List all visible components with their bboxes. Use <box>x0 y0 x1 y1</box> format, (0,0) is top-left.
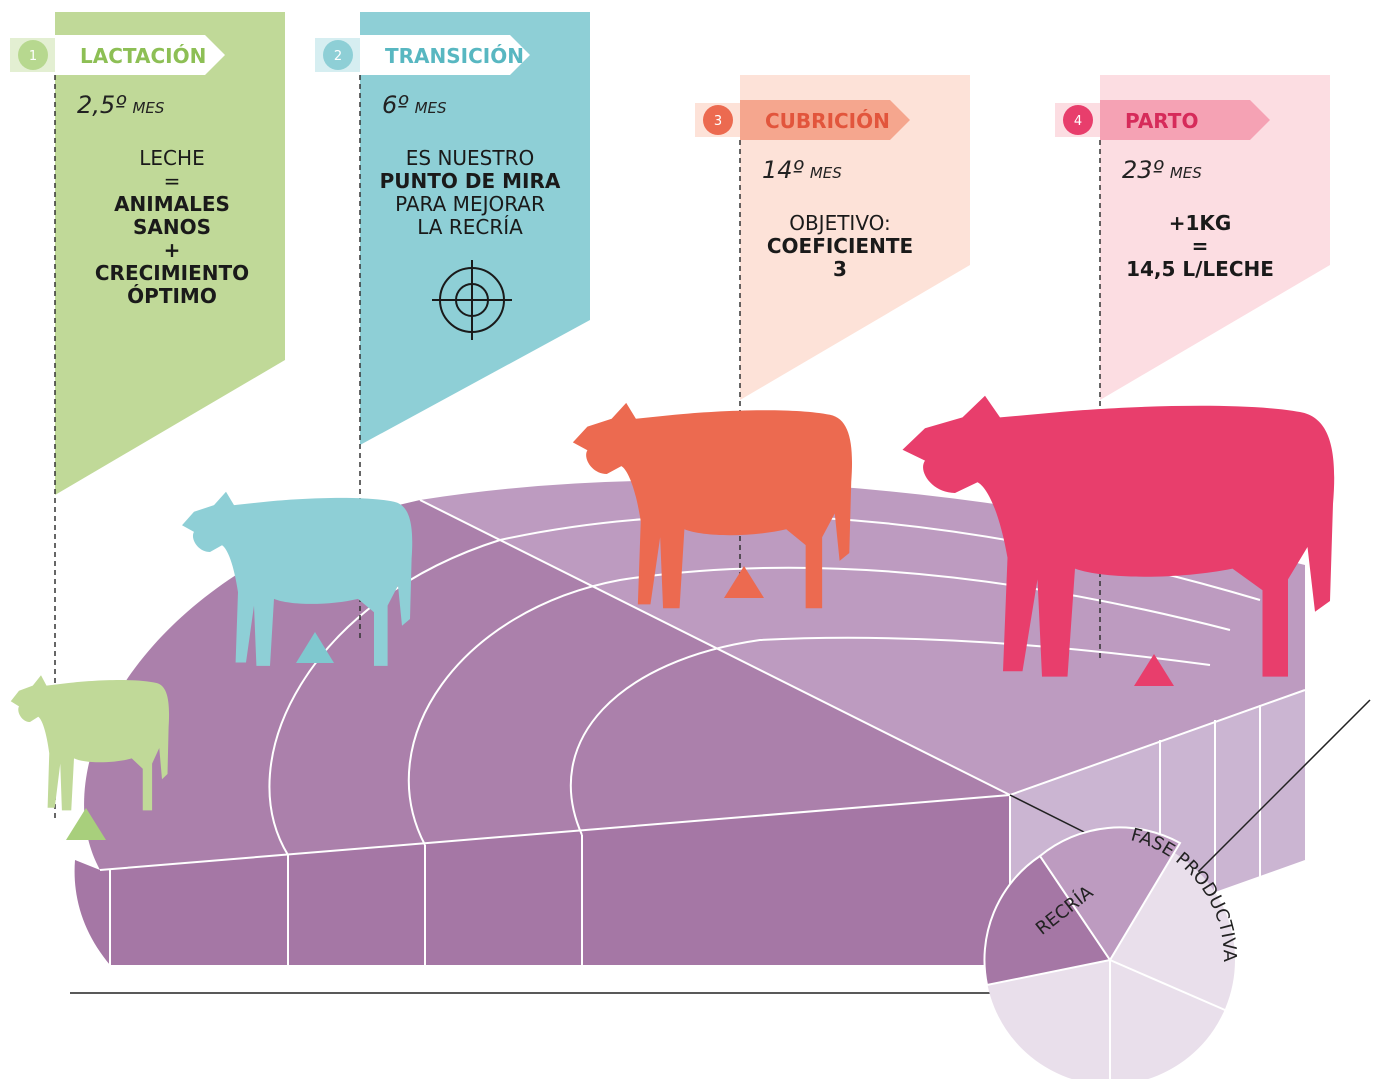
stage-title: LACTACIÓN <box>80 44 206 68</box>
stage-body-line: LECHE <box>139 146 204 170</box>
stage-body-line: ES NUESTRO <box>406 146 534 170</box>
stage-number: 1 <box>29 49 37 64</box>
stage-number: 2 <box>334 49 342 64</box>
stage-number: 3 <box>714 114 722 129</box>
stage-body-line: + <box>164 238 181 262</box>
stage-month-value: 2,5º <box>77 91 127 119</box>
stage-body-line: 3 <box>833 257 847 281</box>
stage-body-line: = <box>1192 234 1209 258</box>
stage-title: PARTO <box>1125 109 1198 133</box>
stage-number: 4 <box>1074 114 1082 129</box>
infographic: RECRÍA FASE PRODUCTIVA 1LACTACIÓN2,5ºMES… <box>0 0 1374 1079</box>
stage-body-line: +1KG <box>1169 211 1232 235</box>
stage-month-value: 23º <box>1122 156 1165 184</box>
stage-body-line: LA RECRÍA <box>417 215 523 239</box>
stage-body-line: ANIMALES <box>114 192 230 216</box>
stage-body-line: CRECIMIENTO <box>95 261 249 285</box>
stage-month-unit: MES <box>132 99 164 117</box>
stage-body-line: 14,5 L/LECHE <box>1126 257 1274 281</box>
stage-title: CUBRICIÓN <box>765 109 890 133</box>
stage-body-line: SANOS <box>133 215 211 239</box>
stage-month-value: 6º <box>382 91 409 119</box>
stage-body-line: OBJETIVO: <box>789 211 891 235</box>
stage-title: TRANSICIÓN <box>385 44 524 68</box>
stage-month-unit: MES <box>415 99 447 117</box>
stage-month-unit: MES <box>1170 164 1202 182</box>
stage-body-line: COEFICIENTE <box>767 234 913 258</box>
stage-body-line: PARA MEJORAR <box>395 192 545 216</box>
stage-month-unit: MES <box>810 164 842 182</box>
stage-body-line: ÓPTIMO <box>127 284 217 308</box>
stage-body-line: = <box>164 169 181 193</box>
stage-month-value: 14º <box>762 156 805 184</box>
stage-body-line: PUNTO DE MIRA <box>380 169 561 193</box>
